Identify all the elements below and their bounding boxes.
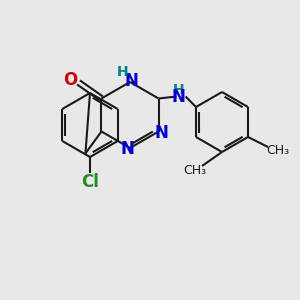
Text: H: H [173, 82, 184, 97]
Text: N: N [154, 124, 169, 142]
Text: Cl: Cl [81, 173, 99, 191]
Text: N: N [120, 140, 134, 158]
Text: N: N [124, 72, 138, 90]
Text: O: O [63, 71, 78, 89]
Text: N: N [172, 88, 185, 106]
Text: CH₃: CH₃ [266, 143, 289, 157]
Text: CH₃: CH₃ [183, 164, 207, 178]
Text: H: H [117, 65, 129, 79]
